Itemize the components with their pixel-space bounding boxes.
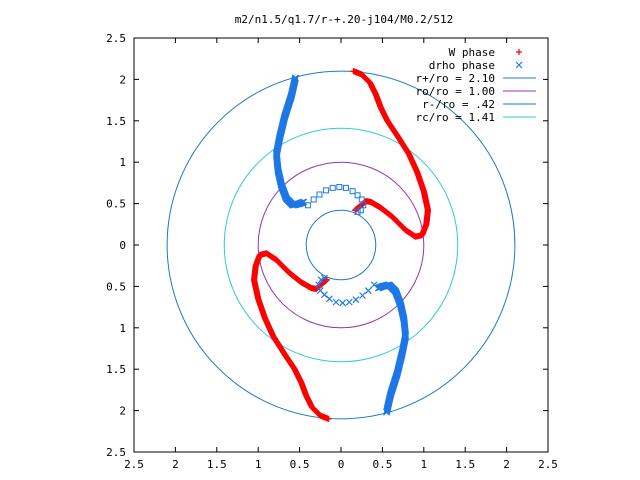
legend-entry: drho phase: [429, 59, 523, 72]
legend-label: ro/ro = 1.00: [416, 85, 495, 98]
axis-ticks: 2.5 2 1.5 1 0.5 0 0.5 1 1.5 2 2.52.521.510.500.511…: [106, 32, 558, 471]
legend-label: r-/ro = .42: [422, 98, 495, 111]
square-point: [354, 208, 361, 215]
legend-label: rc/ro = 1.41: [416, 111, 495, 124]
legend-entry: W phase: [449, 46, 522, 59]
x-tick-label: 1.5: [455, 458, 475, 471]
y-tick-label: 1.5: [106, 363, 126, 376]
y-tick-label: 0: [119, 239, 126, 252]
circle-r-ro-42: [305, 209, 377, 281]
square-point: [349, 188, 356, 195]
cross-point: [352, 296, 360, 304]
series-0-w-phase: [251, 68, 431, 422]
square-point: [357, 207, 364, 214]
y-tick-label: 2.5: [106, 32, 126, 45]
y-tick-label: 1.5: [106, 115, 126, 128]
series-2-drho-phase: [304, 184, 367, 215]
legend-entry: rc/ro = 1.41: [416, 111, 536, 124]
legend-label: W phase: [449, 46, 495, 59]
legend-entry: r+/ro = 2.10: [416, 72, 536, 85]
square-point: [329, 184, 336, 191]
legend-label: drho phase: [429, 59, 495, 72]
y-tick-label: 1: [119, 322, 126, 335]
legend-label: r+/ro = 2.10: [416, 72, 495, 85]
circle-r-ro-2-10: [166, 70, 516, 420]
cross-point: [315, 281, 323, 289]
square-point: [336, 184, 343, 191]
circle-rc-ro-1-41: [223, 127, 459, 363]
legend-swatch: [516, 49, 522, 55]
reference-circles: [166, 70, 516, 420]
legend-entry: ro/ro = 1.00: [416, 85, 536, 98]
legend-entry: r-/ro = .42: [422, 98, 536, 111]
series-3-drho-phase: [315, 274, 378, 307]
square-point: [354, 192, 361, 199]
y-tick-label: 2.5: [106, 446, 126, 459]
x-tick-label: 1: [255, 458, 262, 471]
data-markers: [251, 68, 431, 422]
x-tick-label: 0.5: [290, 458, 310, 471]
x-tick-label: 1: [420, 458, 427, 471]
x-tick-label: 2: [172, 458, 179, 471]
cross-point: [370, 281, 378, 289]
x-tick-label: 1.5: [207, 458, 227, 471]
cross-point: [316, 287, 324, 294]
x-tick-label: 2.5: [124, 458, 144, 471]
y-tick-label: 0.5: [106, 198, 126, 211]
cross-point: [345, 298, 353, 306]
y-tick-label: 2: [119, 73, 126, 86]
circle-ro-ro-1-00: [257, 161, 425, 329]
y-tick-label: 2: [119, 405, 126, 418]
y-tick-label: 1: [119, 156, 126, 169]
square-point: [310, 196, 317, 203]
cross-point: [339, 299, 347, 307]
cross-point: [364, 287, 372, 294]
cross-point: [359, 292, 366, 299]
square-point: [342, 184, 349, 191]
cross-point: [321, 274, 328, 282]
square-point: [358, 196, 365, 203]
cross-point: [317, 276, 325, 284]
x-tick-label: 0.5: [372, 458, 392, 471]
chart-title: m2/n1.5/q1.7/r-+.20-j104/M0.2/512: [235, 13, 454, 26]
cross-point: [332, 298, 340, 306]
y-tick-label: 0.5: [106, 280, 126, 293]
x-tick-label: 2.5: [538, 458, 558, 471]
series-1-drho-phase: [272, 74, 410, 416]
x-tick-label: 2: [503, 458, 510, 471]
x-tick-label: 0: [338, 458, 345, 471]
legend-swatch: [515, 61, 523, 69]
square-point: [316, 191, 323, 198]
square-point: [323, 187, 330, 194]
square-point: [304, 202, 311, 209]
